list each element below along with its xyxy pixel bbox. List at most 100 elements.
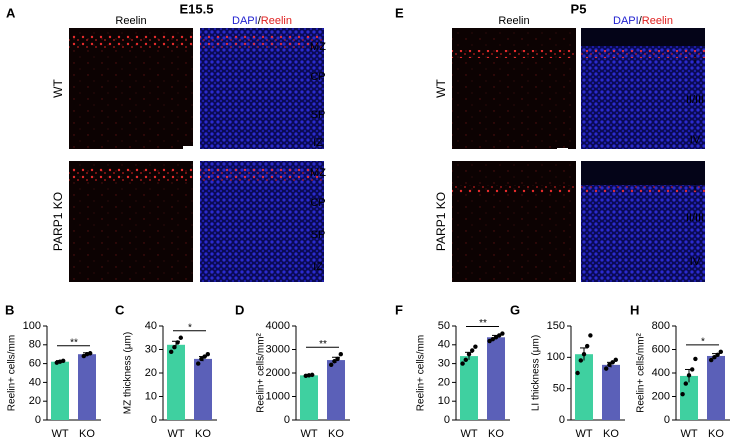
data-point [607,362,612,368]
data-point [196,361,201,366]
merge-signal [581,50,705,58]
x-tick-label: KO [708,428,724,440]
column-label-part: Reelin [261,15,292,27]
data-point [715,352,720,357]
data-point [169,349,174,355]
data-point [490,336,495,342]
column-label: DAPI/Reelin [613,15,673,27]
data-point [690,367,695,372]
data-point [680,391,685,397]
layer-label: SP [311,229,326,241]
data-point [61,358,66,363]
stage-title: E15.5 [180,1,214,16]
column-label-part: / [639,15,643,27]
panel-label: G [510,302,520,317]
data-point [310,372,315,378]
y-tick-label: 1000 [266,390,290,402]
bar [707,355,725,420]
panel-label: A [6,5,16,20]
column-label-part: DAPI [232,15,258,27]
data-point [88,351,93,356]
significance-label: ** [479,318,487,329]
merge-image [200,28,324,149]
layer-label: IZ [313,137,323,149]
panel-label: H [630,302,639,317]
data-point [578,358,583,363]
data-point [500,331,505,336]
layer-label: II/III [686,212,704,224]
y-tick-label: 3000 [266,343,290,355]
data-point [493,335,499,340]
y-tick-label: 600 [652,343,670,355]
data-point [335,356,340,362]
reelin-signal [69,34,193,48]
x-tick-label: KO [603,428,619,440]
y-tick-label: 0 [444,414,450,426]
reelin-image [69,28,193,149]
data-point [604,366,609,371]
x-tick-label: KO [328,428,344,440]
row-label: PARP1 KO [434,192,448,251]
data-point [581,352,587,357]
data-point [712,354,717,360]
layer-label: CP [310,71,325,83]
y-tick-label: 50 [553,383,565,395]
layer-label: II/III [686,94,704,106]
data-point [718,349,723,355]
data-point [610,360,615,365]
y-axis-label: Reelin+ cells/mm [7,335,18,411]
y-tick-label: 200 [652,390,670,402]
data-point [470,348,475,353]
sparse-zone [581,161,705,185]
x-tick-label: WT [300,428,317,440]
y-tick-label: 40 [145,320,157,332]
reelin-signal [452,50,576,58]
panel-label: C [115,302,125,317]
reelin-signal [69,167,193,181]
row-label: WT [434,79,448,98]
bar [460,356,478,420]
data-point [487,338,492,344]
reelin-image [452,28,576,149]
bar [167,344,185,420]
stage-title: P5 [571,1,587,16]
column-label: Reelin [498,15,529,27]
y-tick-label: 0 [35,414,41,426]
data-point [175,340,180,345]
y-tick-label: 100 [547,351,565,363]
sparse-zone [581,28,705,46]
data-point [585,343,590,349]
data-point [332,359,337,364]
y-tick-label: 80 [29,339,41,351]
y-tick-label: 0 [284,414,290,426]
significance-label: ** [319,339,327,350]
y-tick-label: 40 [29,376,41,388]
bar [300,375,318,420]
column-label: DAPI/Reelin [232,15,292,27]
y-axis-label: Reelin+ cells/mm² [256,332,267,412]
reelin-image [69,161,193,282]
layer-label: CP [310,197,325,209]
data-point [81,353,87,359]
merge-signal [200,34,324,48]
merge-image [581,28,705,149]
significance-label: ** [70,337,78,348]
data-point [497,333,502,338]
data-point [178,335,183,340]
data-point [329,362,334,367]
layer-label: I [693,182,696,194]
bar [575,354,593,420]
y-tick-label: 0 [559,414,565,426]
y-axis-label: Reelin+ cells/mm [416,335,427,411]
layer-label: SP [311,109,326,121]
y-axis-label: LI thickness (μm) [531,335,542,411]
data-point [338,352,343,357]
scale-bar [557,148,568,151]
data-point [709,357,714,363]
row-label: PARP1 KO [51,192,65,251]
bar [51,361,69,420]
layer-label: MZ [310,167,326,179]
scale-bar [183,146,194,149]
y-axis-label: Reelin+ cells/mm² [636,332,647,412]
data-point [575,370,580,376]
